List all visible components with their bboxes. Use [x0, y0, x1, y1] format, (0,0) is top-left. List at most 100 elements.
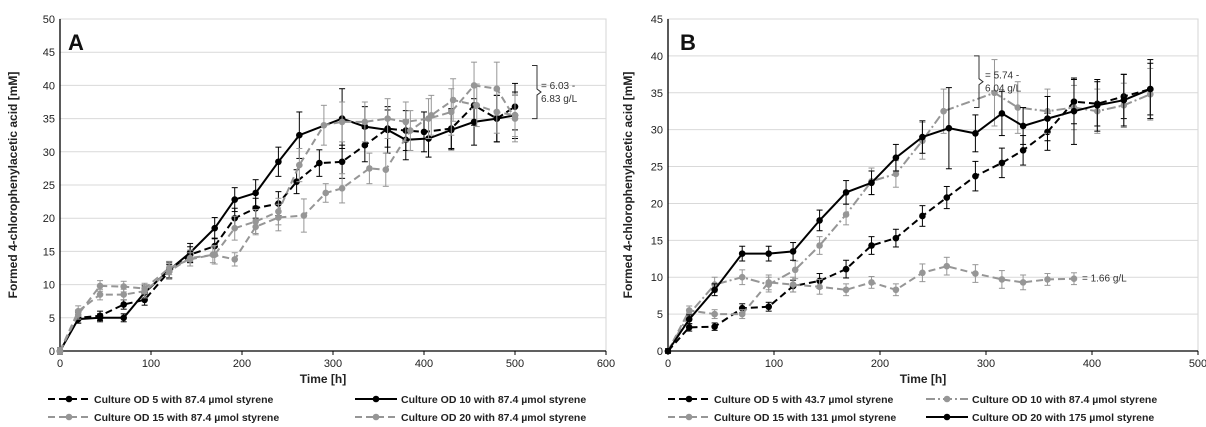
- x-tick-label: 500: [506, 358, 524, 370]
- y-tick-label: 0: [49, 346, 55, 358]
- data-point: [738, 310, 746, 318]
- data-point: [842, 211, 850, 218]
- x-tick-label: 500: [1189, 358, 1206, 370]
- data-point: [382, 166, 390, 174]
- legend: Culture OD 5 with 87.4 µmol styrene Cultu…: [48, 394, 586, 424]
- series-line: [59, 114, 516, 352]
- x-axis-label: Time [h]: [900, 372, 946, 386]
- panel-label: A: [68, 30, 84, 55]
- data-point: [842, 265, 850, 273]
- data-point: [711, 310, 718, 318]
- series-4: [664, 59, 1154, 355]
- chart-panel-b: 0 5 10 15 20 25 30 35 40 45 0 100 200 300 400 500 Time […: [621, 14, 1206, 424]
- data-point: [252, 223, 259, 231]
- x-tick-label: 0: [57, 358, 63, 370]
- series-2: [56, 88, 519, 355]
- data-point: [1120, 96, 1128, 104]
- data-point: [96, 282, 104, 290]
- x-tick-label: 100: [142, 358, 160, 370]
- legend-entry: Culture OD 10 with 87.4 µmol styrene: [972, 394, 1157, 406]
- data-point: [816, 283, 823, 291]
- annotation-text: = 5.74 -: [985, 71, 1019, 82]
- legend-entry: Culture OD 15 with 131 µmol styrene: [714, 412, 896, 424]
- data-point: [402, 118, 410, 126]
- data-point: [96, 314, 104, 322]
- series-line: [667, 88, 1151, 352]
- x-tick-label: 300: [977, 358, 995, 370]
- bracket: [974, 55, 984, 109]
- data-point: [120, 314, 127, 322]
- y-tick-label: 5: [49, 313, 55, 325]
- series-1: [664, 62, 1154, 355]
- x-tick-label: 0: [665, 358, 671, 370]
- legend-swatch-marker: [943, 395, 951, 403]
- data-point: [919, 212, 926, 220]
- legend: Culture OD 5 with 43.7 µmol styrene Cultu…: [668, 394, 1157, 424]
- x-tick-label: 200: [871, 358, 889, 370]
- y-tick-label: 10: [43, 280, 55, 292]
- legend-entry: Culture OD 20 with 87.4 µmol styrene: [401, 412, 586, 424]
- data-point: [120, 301, 127, 308]
- data-point: [685, 315, 693, 323]
- legend-entry: Culture OD 20 with 175 µmol styrene: [972, 412, 1154, 424]
- data-point: [991, 89, 998, 97]
- legend-swatch-marker: [943, 413, 951, 421]
- series-3: [664, 256, 1078, 355]
- annotation-text: 6.04 g/L: [985, 84, 1022, 95]
- data-point: [1014, 104, 1022, 111]
- legend-swatch-marker: [372, 395, 380, 403]
- data-point: [120, 283, 127, 290]
- data-point: [892, 286, 900, 294]
- y-tick-label: 15: [43, 246, 55, 258]
- y-tick-label: 25: [43, 180, 55, 192]
- data-point: [407, 127, 414, 134]
- annotation-text: = 6.03 -: [541, 81, 575, 92]
- x-tick-label: 300: [324, 358, 342, 370]
- y-tick-label: 40: [651, 51, 663, 63]
- data-point: [868, 179, 875, 187]
- y-tick-label: 35: [651, 88, 663, 100]
- legend-swatch-marker: [65, 413, 73, 421]
- y-tick-label: 5: [657, 309, 663, 321]
- y-axis-label: Formed 4-chlorophenylacetic acid [mM]: [621, 72, 635, 299]
- data-point: [738, 273, 746, 281]
- series-line: [59, 104, 516, 352]
- series-2: [664, 59, 1154, 355]
- data-point: [1094, 102, 1101, 109]
- y-axis-label: Formed 4-chlorophenylacetic acid [mM]: [6, 72, 20, 299]
- series-line: [59, 98, 516, 352]
- data-point: [892, 170, 900, 178]
- data-point: [789, 281, 797, 288]
- data-point: [789, 248, 797, 255]
- data-point: [231, 224, 239, 232]
- legend-entry: Culture OD 5 with 43.7 µmol styrene: [714, 394, 894, 406]
- legend-entry: Culture OD 5 with 87.4 µmol styrene: [94, 394, 274, 406]
- y-tick-label: 35: [43, 114, 55, 126]
- x-tick-label: 400: [415, 358, 433, 370]
- data-point: [998, 276, 1006, 283]
- data-point: [275, 214, 282, 221]
- data-point: [940, 107, 947, 115]
- data-point: [300, 212, 308, 219]
- series-4: [56, 78, 519, 355]
- data-point: [765, 303, 772, 311]
- series-line: [667, 88, 1151, 352]
- legend-entry: Culture OD 15 with 87.4 µmol styrene: [94, 412, 279, 424]
- data-point: [120, 291, 127, 298]
- x-axis-label: Time [h]: [300, 372, 346, 386]
- data-point: [470, 118, 478, 126]
- data-point: [96, 291, 104, 298]
- data-point: [427, 111, 435, 119]
- data-point: [366, 165, 373, 172]
- data-point: [842, 286, 850, 294]
- data-point: [711, 286, 718, 294]
- data-point: [1070, 275, 1078, 282]
- legend-swatch-marker: [685, 395, 693, 403]
- legend-entry: Culture OD 10 with 87.4 µmol styrene: [401, 394, 586, 406]
- data-point: [842, 189, 850, 196]
- data-point: [493, 108, 501, 116]
- data-point: [296, 161, 303, 169]
- data-point: [316, 159, 323, 167]
